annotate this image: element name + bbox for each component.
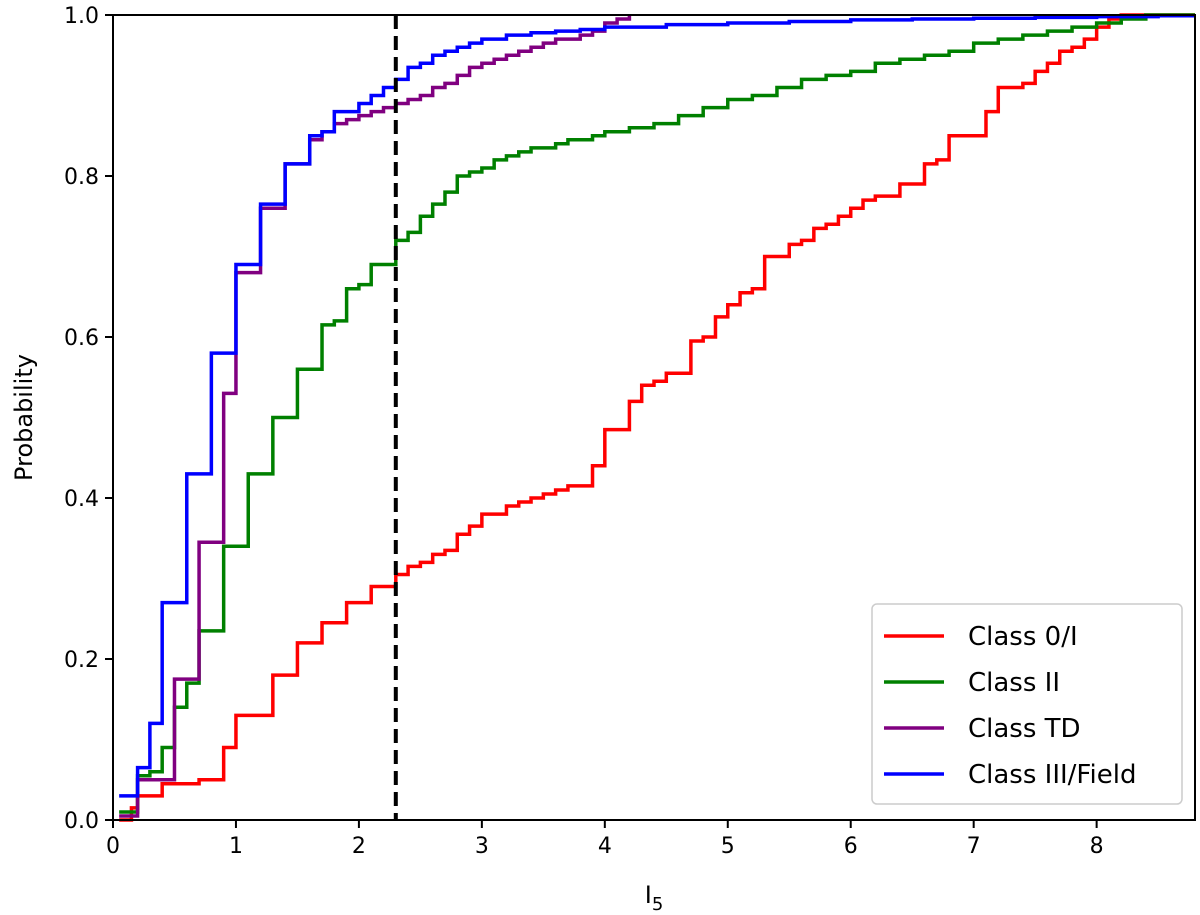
x-axis-label: I5: [645, 881, 664, 915]
y-tick-label: 0.8: [64, 165, 99, 190]
series-line-0: [119, 13, 1195, 822]
series-line-3: [119, 14, 1195, 798]
x-tick-label: 1: [229, 834, 243, 859]
legend-label: Class TD: [968, 714, 1081, 744]
x-tick-label: 7: [967, 834, 981, 859]
legend-label: Class 0/I: [968, 622, 1078, 652]
x-axis-label-subscript: 5: [652, 894, 663, 915]
legend-label: Class III/Field: [968, 760, 1136, 790]
x-tick-label: 2: [352, 834, 366, 859]
x-tick-label: 0: [106, 834, 120, 859]
x-tick-label: 4: [598, 834, 612, 859]
x-tick-label: 3: [475, 834, 489, 859]
x-tick-label: 6: [844, 834, 858, 859]
y-tick-label: 0.0: [64, 809, 99, 834]
y-tick-label: 0.4: [64, 487, 99, 512]
legend: Class 0/I Class II Class TD Class III/Field: [871, 603, 1183, 805]
legend-label: Class II: [968, 668, 1060, 698]
y-tick-label: 0.2: [64, 648, 99, 673]
y-tick-label: 1.0: [64, 4, 99, 29]
x-tick-label: 8: [1090, 834, 1104, 859]
y-tick-label: 0.6: [64, 326, 99, 351]
series-line-2: [119, 15, 632, 818]
y-axis: 0.0 0.2 0.4 0.6 0.8 1.0: [64, 4, 113, 834]
legend-box: [871, 603, 1183, 805]
series-line-1: [119, 13, 1195, 814]
x-axis-label-main: I: [645, 881, 652, 909]
plot-frame: [112, 14, 1196, 821]
y-axis-label: Probability: [10, 354, 38, 481]
x-tick-label: 5: [721, 834, 735, 859]
x-axis: 0 1 2 3 4 5 6 7 8: [106, 820, 1104, 859]
